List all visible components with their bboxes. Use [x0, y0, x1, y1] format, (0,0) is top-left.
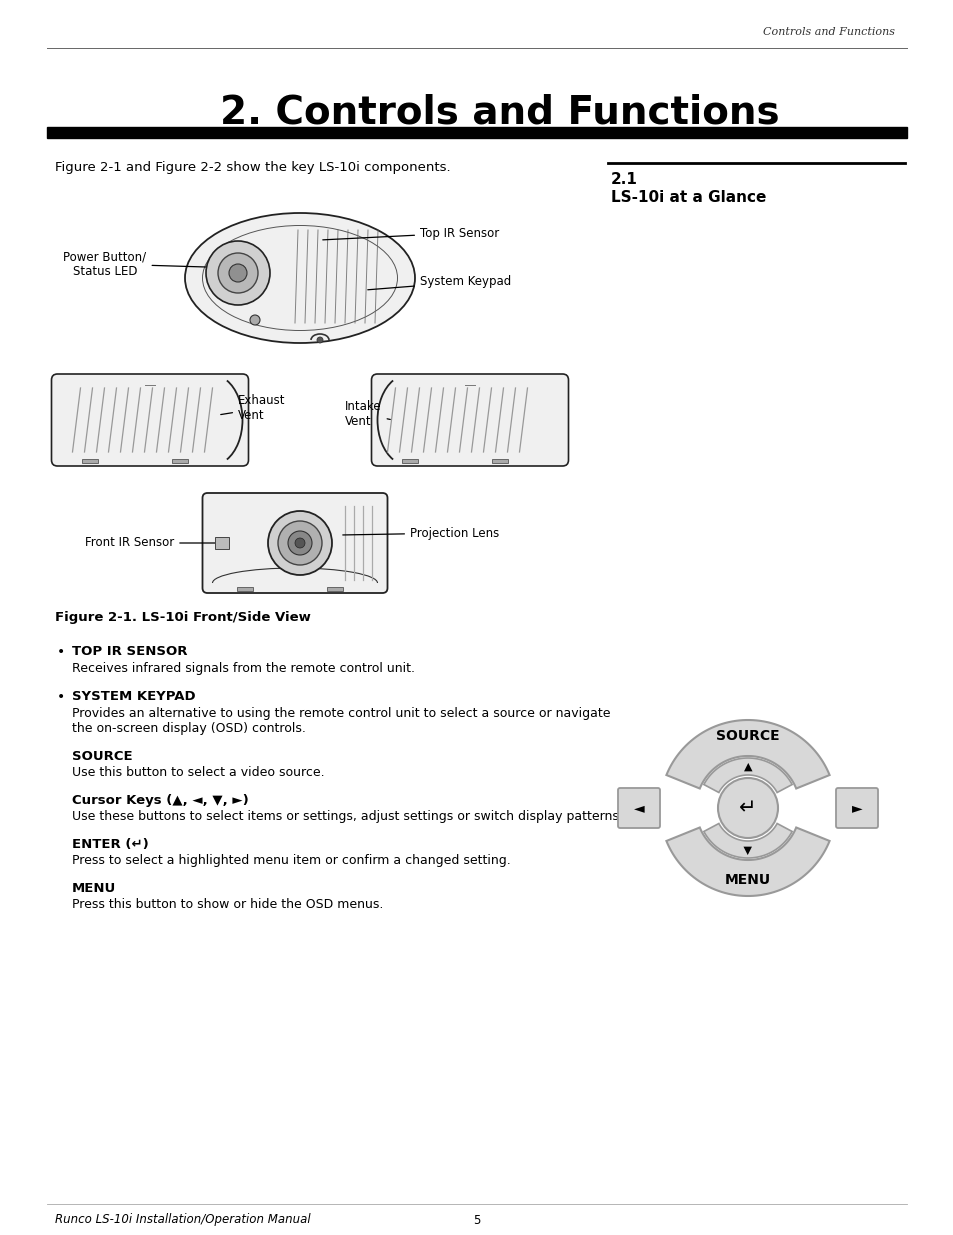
Bar [82, 459, 98, 463]
Text: Projection Lens: Projection Lens [342, 526, 498, 540]
Bar [172, 459, 188, 463]
Text: Figure 2-1 and Figure 2-2 show the key LS-10i components.: Figure 2-1 and Figure 2-2 show the key L… [55, 161, 450, 173]
Ellipse shape [185, 212, 415, 343]
Bar [327, 587, 343, 592]
Polygon shape [703, 824, 791, 858]
Text: •: • [57, 690, 65, 704]
Bar [401, 459, 417, 463]
FancyBboxPatch shape [371, 374, 568, 466]
Text: SOURCE: SOURCE [716, 729, 779, 743]
Circle shape [294, 538, 305, 548]
FancyBboxPatch shape [835, 788, 877, 827]
Text: SOURCE: SOURCE [71, 750, 132, 763]
Bar [215, 537, 230, 550]
Text: 2. Controls and Functions: 2. Controls and Functions [220, 93, 779, 131]
Bar [492, 459, 507, 463]
Bar [236, 587, 253, 592]
Circle shape [718, 778, 778, 839]
Text: Intake
Vent: Intake Vent [345, 400, 390, 429]
FancyBboxPatch shape [618, 788, 659, 827]
Text: Runco LS-10i Installation/Operation Manual: Runco LS-10i Installation/Operation Manu… [55, 1214, 311, 1226]
Polygon shape [666, 720, 829, 788]
Text: System Keypad: System Keypad [368, 275, 511, 290]
FancyBboxPatch shape [202, 493, 387, 593]
Text: ▲: ▲ [743, 844, 752, 853]
Text: Front IR Sensor: Front IR Sensor [85, 536, 223, 550]
Circle shape [250, 315, 260, 325]
Circle shape [268, 511, 332, 576]
Text: MENU: MENU [724, 873, 770, 887]
Text: ►: ► [851, 802, 862, 815]
Text: the on-screen display (OSD) controls.: the on-screen display (OSD) controls. [71, 722, 306, 735]
Text: •: • [57, 645, 65, 659]
Text: 5: 5 [473, 1214, 480, 1226]
Text: Top IR Sensor: Top IR Sensor [322, 226, 498, 240]
Circle shape [229, 264, 247, 282]
Text: Power Button/
Status LED: Power Button/ Status LED [63, 249, 237, 278]
Text: Provides an alternative to using the remote control unit to select a source or n: Provides an alternative to using the rem… [71, 706, 610, 720]
Text: ▲: ▲ [743, 762, 752, 772]
Text: SYSTEM KEYPAD: SYSTEM KEYPAD [71, 690, 195, 703]
Circle shape [218, 253, 257, 293]
Circle shape [316, 337, 323, 343]
Text: ↵: ↵ [739, 798, 756, 818]
Text: ◄: ◄ [633, 802, 643, 815]
Text: Controls and Functions: Controls and Functions [762, 27, 894, 37]
Text: Press this button to show or hide the OSD menus.: Press this button to show or hide the OS… [71, 898, 383, 911]
Text: Cursor Keys (▲, ◄, ▼, ►): Cursor Keys (▲, ◄, ▼, ►) [71, 794, 249, 806]
Circle shape [288, 531, 312, 555]
Text: 2.1: 2.1 [610, 172, 638, 186]
Bar [47, 127, 906, 138]
Text: Use this button to select a video source.: Use this button to select a video source… [71, 766, 324, 779]
Text: ENTER (↵): ENTER (↵) [71, 839, 149, 851]
Text: Figure 2-1. LS-10i Front/Side View: Figure 2-1. LS-10i Front/Side View [55, 610, 311, 624]
Polygon shape [703, 758, 791, 793]
Text: TOP IR SENSOR: TOP IR SENSOR [71, 645, 188, 658]
Text: LS-10i at a Glance: LS-10i at a Glance [610, 190, 765, 205]
Text: MENU: MENU [71, 882, 116, 895]
Text: Use these buttons to select items or settings, adjust settings or switch display: Use these buttons to select items or set… [71, 810, 622, 823]
Text: Press to select a highlighted menu item or confirm a changed setting.: Press to select a highlighted menu item … [71, 853, 510, 867]
Text: Exhaust
Vent: Exhaust Vent [220, 394, 285, 422]
Polygon shape [666, 827, 829, 895]
Text: Receives infrared signals from the remote control unit.: Receives infrared signals from the remot… [71, 662, 415, 676]
Circle shape [277, 521, 322, 564]
Circle shape [206, 241, 270, 305]
FancyBboxPatch shape [51, 374, 248, 466]
